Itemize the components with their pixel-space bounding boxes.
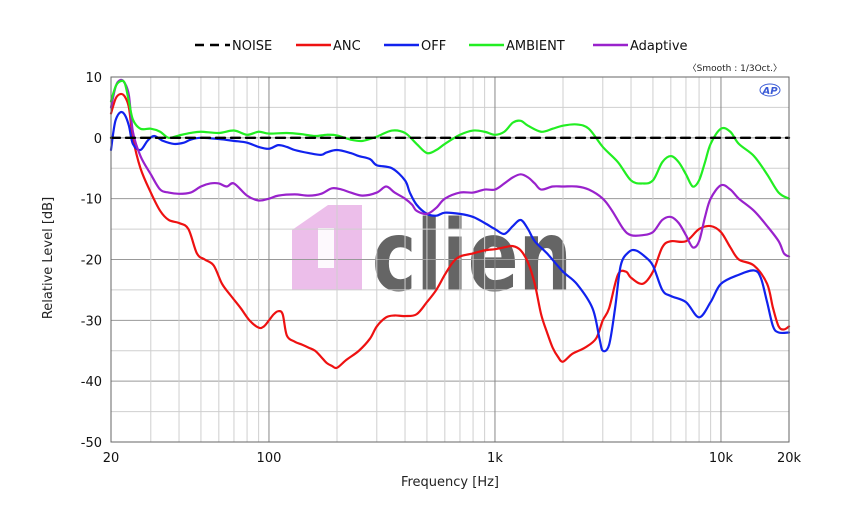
y-tick-label: 10: [85, 71, 102, 86]
series-line-ambient: [109, 79, 791, 200]
legend-label-ambient: AMBIENT: [506, 39, 565, 54]
series-line-off: [109, 110, 791, 353]
y-tick-label: -10: [81, 193, 102, 208]
x-tick-label: 20k: [777, 451, 802, 466]
smoothing-note: 〈Smooth : 1/3Oct.〉: [688, 63, 782, 74]
y-axis-title: Relative Level [dB]: [41, 197, 56, 319]
x-axis-title: Frequency [Hz]: [401, 475, 499, 490]
y-tick-labels: 10 0 -10 -20 -30 -40 -50: [81, 71, 102, 451]
legend-label-off: OFF: [421, 39, 446, 54]
plot-frame: [110, 76, 790, 443]
x-tick-label: 20: [103, 451, 120, 466]
legend-label-anc: ANC: [333, 39, 361, 54]
x-tick-labels: 20 100 1k 10k 20k: [103, 451, 802, 466]
series-line-adaptive: [109, 78, 791, 258]
y-tick-label: -50: [81, 436, 102, 451]
ap-logo: AP: [759, 83, 781, 97]
x-tick-label: 1k: [487, 451, 503, 466]
y-tick-label: -40: [81, 375, 102, 390]
y-tick-label: -20: [81, 254, 102, 269]
ap-logo-text: AP: [761, 86, 778, 97]
ap-logo-ring: [759, 83, 781, 97]
legend-label-noise: NOISE: [232, 39, 272, 54]
x-tick-label: 100: [257, 451, 282, 466]
y-tick-label: -30: [81, 314, 102, 329]
legend: NOISE ANC OFF AMBIENT Adaptive: [195, 39, 688, 54]
x-tick-label: 10k: [709, 451, 734, 466]
series-lines: [109, 78, 791, 370]
y-tick-label: 0: [94, 132, 102, 147]
legend-label-adaptive: Adaptive: [630, 39, 688, 54]
watermark-logo-slot: [318, 228, 334, 268]
